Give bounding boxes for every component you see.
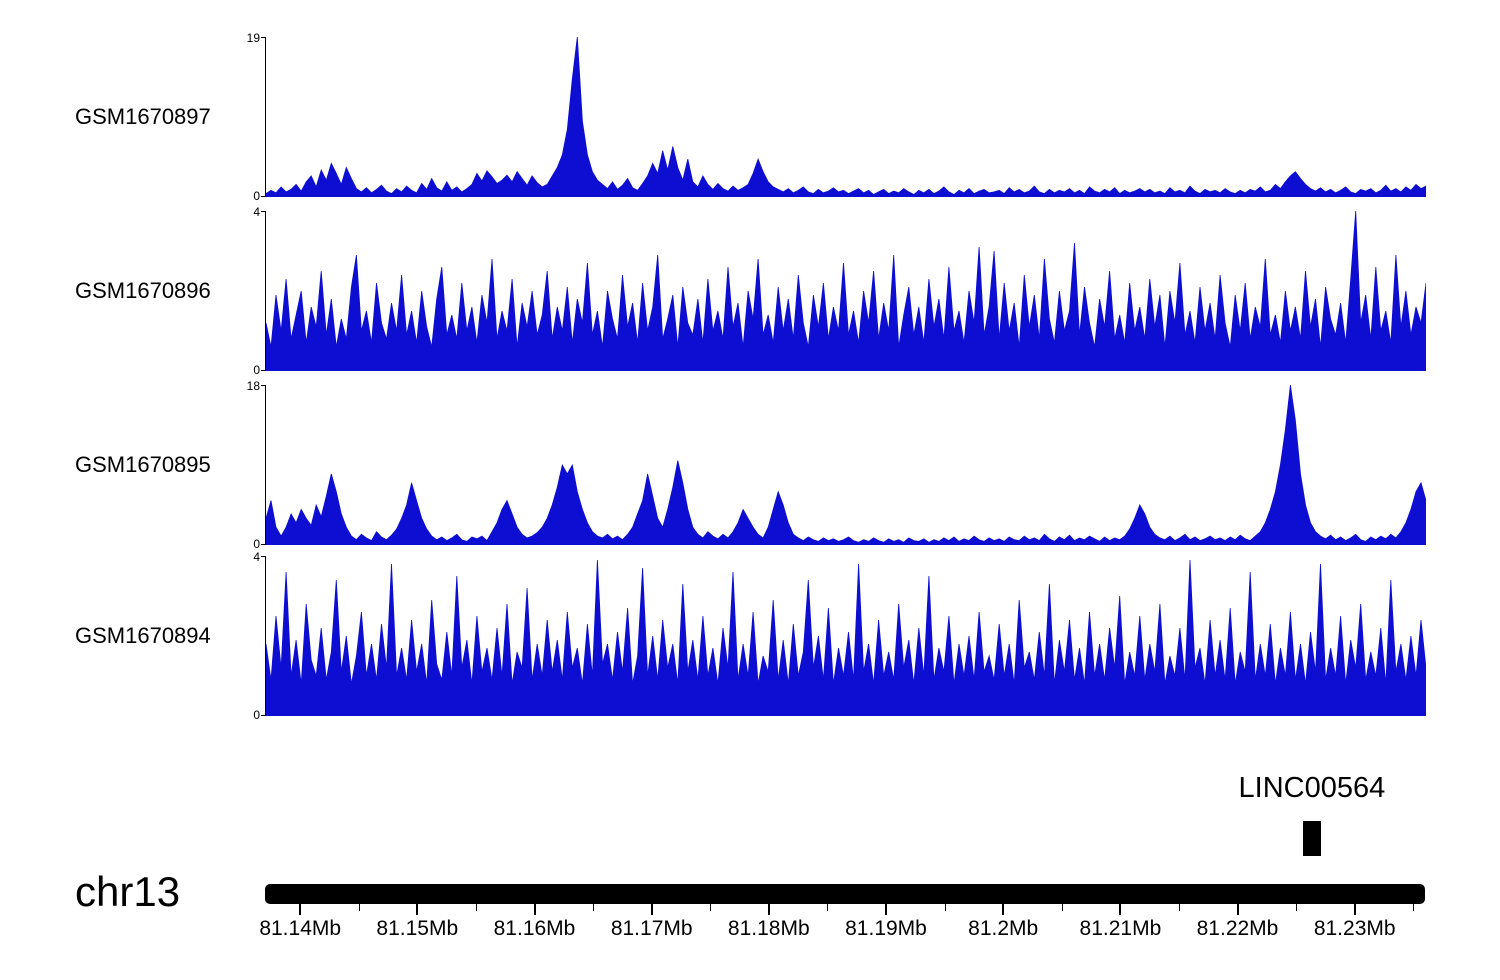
gene-label: LINC00564	[1238, 772, 1386, 804]
coverage-area	[266, 559, 1426, 716]
axis-major-tick	[533, 903, 536, 915]
track-label: GSM1670896	[75, 278, 211, 303]
y-axis-top-tick	[261, 211, 266, 212]
track-ymin-label: 0	[253, 189, 260, 203]
track-ymax-label: 4	[253, 550, 260, 564]
axis-major-tick	[650, 903, 653, 915]
axis-tick-label: 81.19Mb	[845, 917, 927, 940]
track-label: GSM1670894	[75, 623, 211, 648]
axis-tick-label: 81.15Mb	[376, 917, 459, 940]
axis-major-tick	[1002, 903, 1005, 915]
axis-tick-label: 81.21Mb	[1079, 917, 1162, 940]
axis-tick-label: 81.23Mb	[1313, 917, 1396, 940]
track-label: GSM1670897	[75, 104, 211, 129]
signal-track: GSM1670897 19 0	[0, 32, 1500, 202]
axis-minor-tick	[1178, 903, 1180, 911]
axis-minor-tick	[358, 903, 360, 911]
track-plot: 19 0	[247, 32, 1426, 202]
axis-major-tick	[416, 903, 419, 915]
axis-minor-tick	[944, 903, 946, 911]
axis-major-tick	[1353, 903, 1356, 915]
track-ymin-label: 0	[253, 708, 260, 722]
y-axis-top-tick	[261, 37, 266, 38]
axis-tick-label: 81.17Mb	[610, 917, 693, 940]
signal-track: GSM1670896 4 0	[0, 206, 1500, 376]
y-axis-top-tick	[261, 385, 266, 386]
axis-minor-tick	[1061, 903, 1063, 911]
axis-major-tick	[299, 903, 302, 915]
track-ymax-label: 4	[253, 205, 260, 219]
axis-major-tick	[885, 903, 887, 915]
y-axis-top-tick	[261, 556, 266, 557]
y-axis-bottom-tick	[261, 544, 266, 545]
track-ymin-label: 0	[253, 537, 260, 551]
chromosome-ideogram	[265, 884, 1425, 904]
axis-major-tick	[1236, 903, 1239, 915]
axis-minor-tick	[1296, 903, 1298, 911]
track-plot: 4 0	[253, 206, 1426, 376]
coverage-area	[266, 385, 1426, 545]
axis-minor-tick	[710, 903, 712, 911]
track-ymin-label: 0	[253, 363, 260, 377]
coverage-area	[266, 37, 1426, 197]
axis-minor-tick	[475, 903, 477, 911]
track-plot: 18 0	[247, 380, 1426, 550]
axis-minor-tick	[827, 903, 829, 911]
axis-major-tick	[1119, 903, 1122, 915]
axis-tick-label: 81.22Mb	[1196, 917, 1279, 940]
signal-track: GSM1670895 18 0	[0, 380, 1500, 550]
track-ymax-label: 19	[246, 31, 260, 45]
gene-annotation-box	[1303, 821, 1321, 856]
axis-tick-label: 81.2Mb	[968, 917, 1039, 940]
track-ymax-label: 18	[246, 379, 260, 393]
coverage-area	[266, 211, 1426, 371]
axis-tick-label: 81.16Mb	[493, 917, 576, 940]
y-axis-bottom-tick	[261, 715, 266, 716]
axis-tick-label: 81.18Mb	[727, 917, 810, 940]
track-plot: 4 0	[253, 551, 1426, 721]
axis-tick-label: 81.14Mb	[259, 917, 342, 940]
axis-minor-tick	[593, 903, 595, 911]
y-axis-bottom-tick	[261, 370, 266, 371]
axis-minor-tick	[1413, 903, 1415, 911]
track-label: GSM1670895	[75, 452, 211, 477]
axis-major-tick	[767, 903, 770, 915]
chromosome-label: chr13	[75, 868, 181, 915]
signal-track: GSM1670894 4 0	[0, 551, 1500, 721]
y-axis-bottom-tick	[261, 196, 266, 197]
